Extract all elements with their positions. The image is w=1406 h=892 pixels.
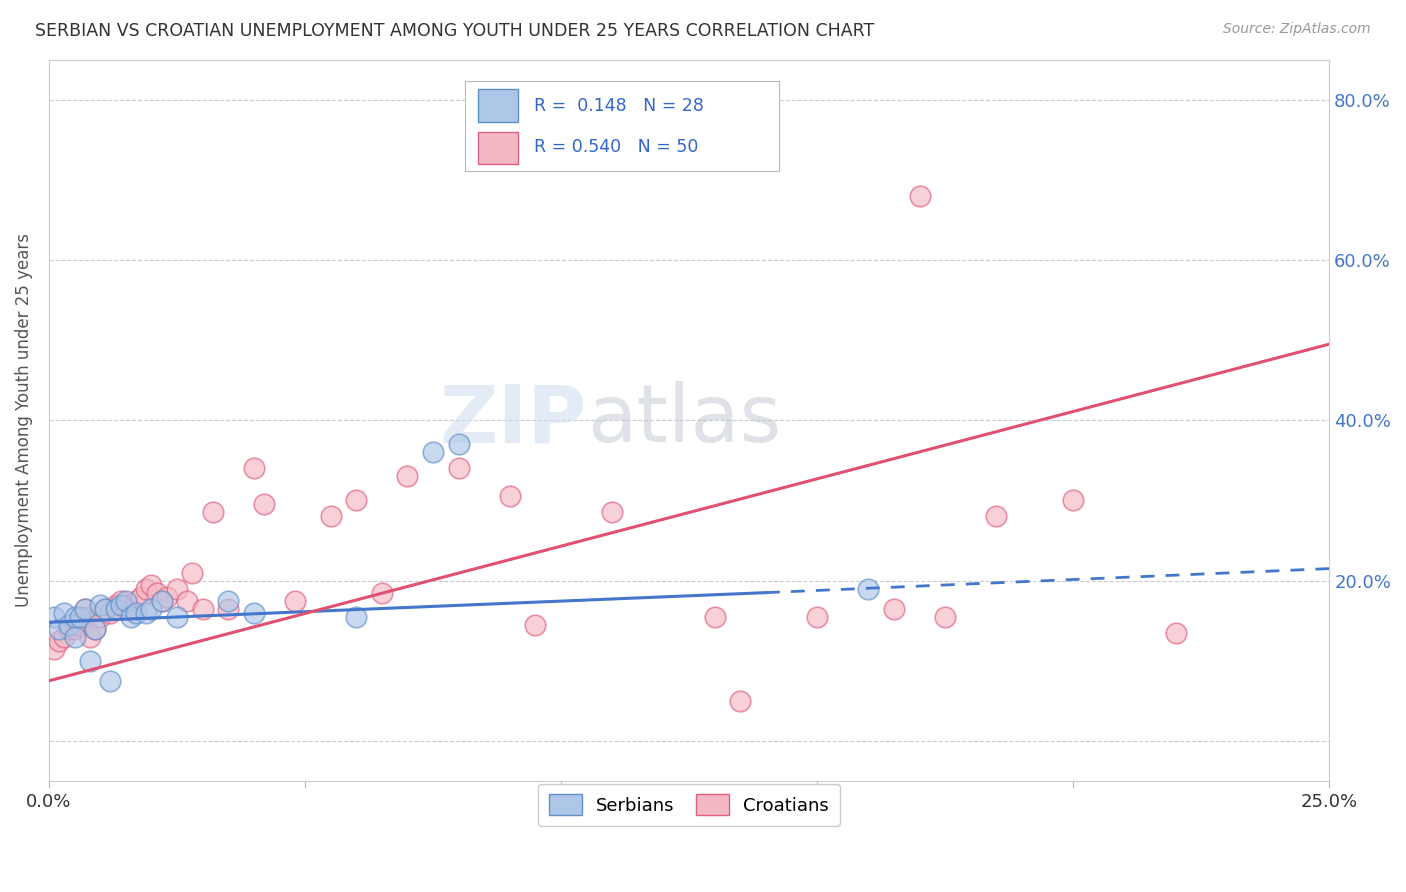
- Point: [201, 506, 224, 520]
- Point: [114, 593, 136, 607]
- Point: [58, 617, 80, 632]
- Point: [125, 593, 148, 607]
- Point: [73, 601, 96, 615]
- Text: Source: ZipAtlas.com: Source: ZipAtlas.com: [1223, 22, 1371, 37]
- Point: [703, 609, 725, 624]
- Text: ZIP: ZIP: [440, 381, 586, 459]
- Point: [191, 601, 214, 615]
- Point: [253, 498, 276, 512]
- Point: [141, 601, 163, 615]
- Point: [100, 606, 122, 620]
- Point: [53, 606, 76, 620]
- Point: [600, 506, 623, 520]
- Point: [156, 590, 179, 604]
- Point: [141, 577, 163, 591]
- Text: atlas: atlas: [586, 381, 782, 459]
- Point: [166, 582, 188, 596]
- Point: [1062, 493, 1084, 508]
- Point: [48, 622, 70, 636]
- Point: [730, 694, 752, 708]
- Point: [422, 445, 444, 459]
- Legend: Serbians, Croatians: Serbians, Croatians: [538, 783, 839, 826]
- Point: [217, 593, 239, 607]
- Point: [120, 601, 142, 615]
- Point: [58, 622, 80, 636]
- Point: [84, 622, 107, 636]
- Point: [63, 609, 86, 624]
- Point: [176, 593, 198, 607]
- Point: [94, 601, 117, 615]
- Point: [63, 622, 86, 636]
- Point: [53, 630, 76, 644]
- Point: [344, 609, 367, 624]
- Point: [243, 606, 266, 620]
- Point: [150, 593, 173, 607]
- Text: SERBIAN VS CROATIAN UNEMPLOYMENT AMONG YOUTH UNDER 25 YEARS CORRELATION CHART: SERBIAN VS CROATIAN UNEMPLOYMENT AMONG Y…: [35, 22, 875, 40]
- Point: [499, 490, 522, 504]
- Point: [284, 593, 307, 607]
- Point: [125, 606, 148, 620]
- Point: [806, 609, 828, 624]
- Point: [104, 601, 127, 615]
- Point: [100, 673, 122, 688]
- Point: [110, 593, 132, 607]
- Point: [79, 654, 101, 668]
- Point: [73, 609, 96, 624]
- Point: [447, 437, 470, 451]
- Point: [69, 609, 91, 624]
- Point: [986, 509, 1008, 524]
- Point: [42, 641, 65, 656]
- Point: [63, 630, 86, 644]
- Point: [69, 617, 91, 632]
- Point: [371, 585, 394, 599]
- Point: [42, 609, 65, 624]
- Point: [243, 461, 266, 475]
- Point: [524, 617, 547, 632]
- Point: [344, 493, 367, 508]
- Point: [883, 601, 905, 615]
- Point: [94, 601, 117, 615]
- Point: [89, 598, 111, 612]
- Point: [48, 633, 70, 648]
- Point: [73, 601, 96, 615]
- Point: [79, 630, 101, 644]
- Point: [1164, 625, 1187, 640]
- Point: [447, 461, 470, 475]
- Point: [135, 582, 157, 596]
- Point: [129, 590, 152, 604]
- Point: [181, 566, 204, 580]
- Point: [135, 606, 157, 620]
- Point: [110, 598, 132, 612]
- Point: [150, 593, 173, 607]
- Point: [120, 609, 142, 624]
- Y-axis label: Unemployment Among Youth under 25 years: Unemployment Among Youth under 25 years: [15, 234, 32, 607]
- Point: [114, 598, 136, 612]
- Point: [84, 622, 107, 636]
- Point: [166, 609, 188, 624]
- Point: [217, 601, 239, 615]
- Point: [908, 189, 931, 203]
- Point: [319, 509, 342, 524]
- Point: [89, 609, 111, 624]
- Point: [858, 582, 880, 596]
- Point: [396, 469, 419, 483]
- Point: [104, 598, 127, 612]
- Point: [934, 609, 956, 624]
- Point: [145, 585, 167, 599]
